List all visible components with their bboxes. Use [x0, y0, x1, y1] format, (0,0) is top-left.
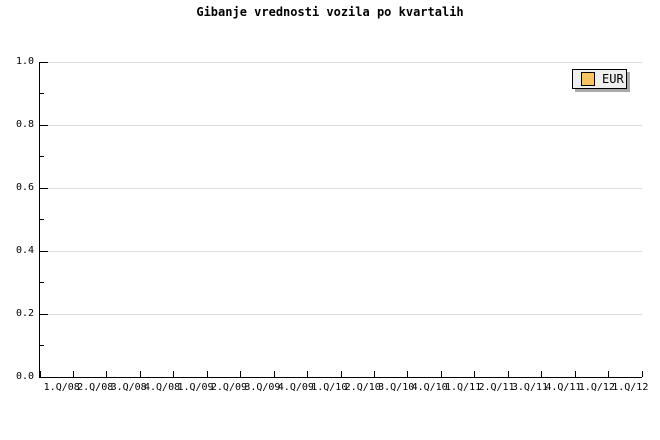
- x-axis-tick: [340, 371, 342, 377]
- x-tick-label: 4.Q/11: [545, 382, 582, 393]
- x-tick-label: 4.Q/10: [411, 382, 448, 393]
- x-axis-tick: [373, 371, 375, 377]
- x-tick-label: 2.Q/08: [77, 382, 114, 393]
- x-axis-tick: [641, 371, 643, 377]
- y-gridline: [40, 124, 642, 126]
- y-gridline: [40, 187, 642, 189]
- y-axis-tick: [40, 61, 48, 63]
- x-tick-label: 3.Q/11: [511, 382, 549, 393]
- y-tick-label: 0.4: [15, 245, 34, 256]
- legend-swatch-eur: [581, 72, 595, 86]
- x-tick-label: 1.Q/12: [612, 382, 649, 393]
- y-axis-minor-tick: [40, 219, 44, 220]
- x-axis-tick: [541, 371, 543, 377]
- legend-label-eur: EUR: [602, 72, 624, 86]
- y-gridline: [40, 250, 642, 252]
- x-tick-label: 3.Q/10: [378, 382, 415, 393]
- x-tick-label: 1.Q/08: [43, 382, 80, 393]
- x-axis-tick: [440, 371, 442, 377]
- x-tick-label: 3.Q/09: [244, 382, 281, 393]
- y-axis-tick: [40, 313, 48, 315]
- y-axis-tick: [40, 187, 48, 189]
- x-tick-label: 1.Q/09: [177, 382, 214, 393]
- y-tick-label: 0.6: [15, 182, 34, 193]
- y-gridline: [40, 313, 642, 315]
- x-tick-label: 2.Q/11: [478, 382, 515, 393]
- x-axis-tick: [474, 371, 476, 377]
- y-axis-minor-tick: [40, 282, 44, 283]
- x-axis-tick: [507, 371, 509, 377]
- y-tick-label: 0.2: [15, 308, 34, 319]
- x-tick-label: 1.Q/12: [578, 382, 615, 393]
- x-axis-tick: [240, 371, 242, 377]
- y-axis-minor-tick: [40, 156, 44, 157]
- y-axis-minor-tick: [40, 93, 44, 94]
- y-gridline: [40, 61, 642, 63]
- x-axis-tick: [574, 371, 576, 377]
- y-axis-tick: [40, 250, 48, 252]
- y-tick-label: 1.0: [15, 56, 34, 67]
- x-tick-label: 4.Q/09: [277, 382, 314, 393]
- y-tick-label: 0.8: [15, 119, 34, 130]
- x-axis-tick: [39, 371, 41, 377]
- x-axis-tick: [407, 371, 409, 377]
- x-tick-label: 3.Q/08: [110, 382, 147, 393]
- x-axis-tick: [106, 371, 108, 377]
- y-axis-minor-tick: [40, 345, 44, 346]
- y-axis-tick: [40, 124, 48, 126]
- x-axis-tick: [206, 371, 208, 377]
- plot-area: 0.0 0.2 0.4 0.6 0.8 1.0 1.Q/08 2.Q/08 3.Q/08 4.Q/…: [16, 56, 648, 393]
- x-axis-tick: [608, 371, 610, 377]
- x-tick-label: 1.Q/11: [445, 382, 482, 393]
- x-tick-label: 1.Q/10: [311, 382, 348, 393]
- x-axis-tick: [139, 371, 141, 377]
- legend: EUR: [572, 69, 627, 89]
- x-tick-label: 2.Q/10: [344, 382, 381, 393]
- x-axis-tick: [72, 371, 74, 377]
- x-tick-label: 2.Q/09: [210, 382, 248, 393]
- x-axis-tick: [273, 371, 275, 377]
- x-tick-label: 4.Q/08: [144, 382, 181, 393]
- y-tick-label: 0.0: [15, 371, 34, 382]
- x-axis-tick: [173, 371, 175, 377]
- x-axis-tick: [307, 371, 309, 377]
- chart-title: Gibanje vrednosti vozila po kvartalih: [196, 5, 464, 19]
